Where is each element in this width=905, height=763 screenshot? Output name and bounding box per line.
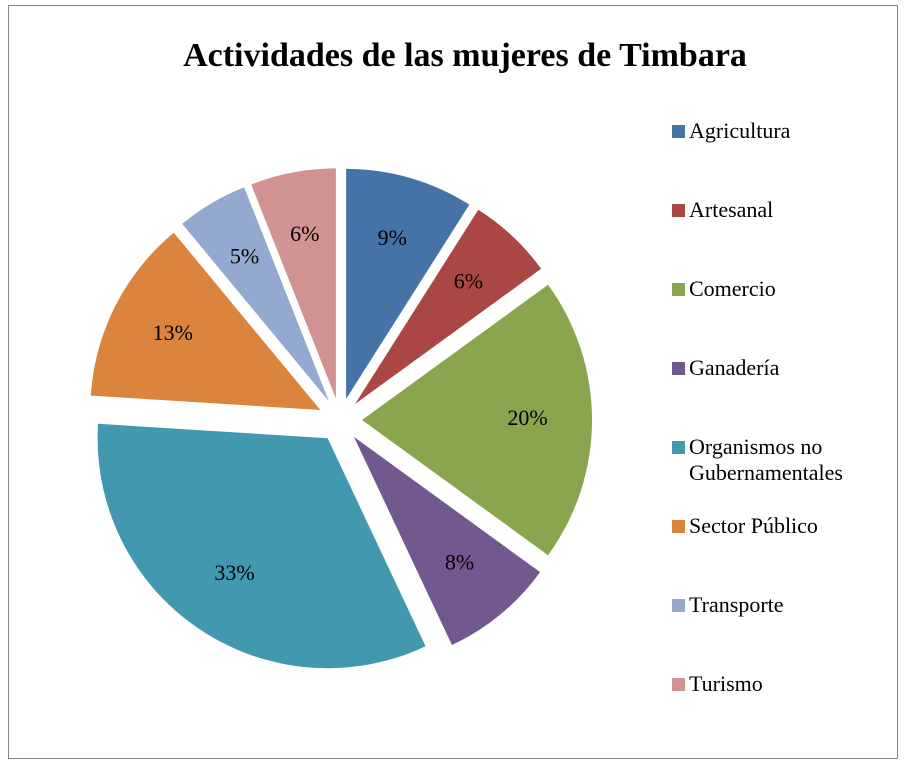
legend-swatch bbox=[672, 204, 685, 217]
legend-item: Transporte bbox=[672, 592, 894, 618]
legend-label: Turismo bbox=[689, 671, 763, 696]
data-label: 5% bbox=[230, 244, 259, 269]
chart-border bbox=[8, 5, 898, 759]
pie-slice bbox=[97, 423, 426, 669]
legend-item: Agricultura bbox=[672, 118, 894, 144]
pie-slice bbox=[355, 209, 542, 404]
legend-item: Sector Público bbox=[672, 513, 894, 539]
chart-title: Actividades de las mujeres de Timbara bbox=[183, 37, 747, 74]
legend-item: Artesanal bbox=[672, 197, 894, 223]
pie-slice bbox=[90, 232, 321, 411]
legend-item: Turismo bbox=[672, 671, 894, 697]
pie-slice bbox=[354, 436, 541, 646]
legend-label: Comercio bbox=[689, 276, 776, 301]
legend-label: Transporte bbox=[689, 592, 784, 617]
legend-item: Comercio bbox=[672, 276, 894, 302]
data-label: 9% bbox=[378, 225, 407, 250]
data-label: 8% bbox=[445, 550, 474, 575]
legend-swatch bbox=[672, 599, 685, 612]
data-label: 6% bbox=[290, 221, 319, 246]
legend-item: Ganadería bbox=[672, 355, 894, 381]
pie-slice bbox=[251, 168, 336, 399]
legend-swatch bbox=[672, 441, 685, 454]
legend-label: Ganadería bbox=[689, 355, 780, 380]
pie-slice bbox=[362, 284, 592, 556]
legend-label: Sector Público bbox=[689, 513, 818, 538]
legend-label: Artesanal bbox=[689, 197, 774, 222]
legend-item: Organismos no Gubernamentales bbox=[672, 434, 894, 486]
data-label: 13% bbox=[153, 320, 193, 345]
legend-label: Agricultura bbox=[689, 118, 791, 143]
legend-label: Organismos no Gubernamentales bbox=[689, 434, 843, 485]
legend-swatch bbox=[672, 283, 685, 296]
legend-swatch bbox=[672, 125, 685, 138]
legend-swatch bbox=[672, 362, 685, 375]
pie-slice bbox=[182, 187, 329, 402]
data-label: 20% bbox=[507, 405, 547, 430]
pie-slice bbox=[346, 168, 470, 399]
legend-swatch bbox=[672, 678, 685, 691]
legend-swatch bbox=[672, 520, 685, 533]
data-label: 6% bbox=[454, 268, 483, 293]
data-label: 33% bbox=[214, 560, 254, 585]
